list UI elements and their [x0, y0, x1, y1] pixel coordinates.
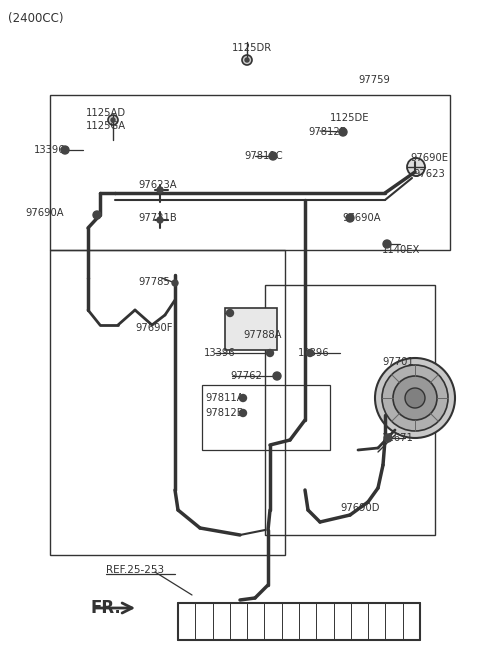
- Circle shape: [273, 372, 281, 380]
- Circle shape: [405, 388, 425, 408]
- Text: 97812B: 97812B: [308, 127, 347, 137]
- Circle shape: [339, 128, 347, 136]
- Circle shape: [346, 214, 354, 222]
- Text: 97690F: 97690F: [135, 323, 172, 333]
- Text: 13396: 13396: [204, 348, 236, 358]
- Text: 1125DR: 1125DR: [232, 43, 272, 53]
- Text: 97701: 97701: [382, 357, 414, 367]
- Circle shape: [240, 394, 247, 402]
- Text: 97762: 97762: [230, 371, 262, 381]
- Bar: [50, 95, 450, 250]
- Circle shape: [227, 309, 233, 317]
- Text: 97759: 97759: [358, 75, 390, 85]
- Text: 97623: 97623: [413, 169, 445, 179]
- Text: 97785: 97785: [138, 277, 170, 287]
- Text: (2400CC): (2400CC): [8, 11, 63, 25]
- Circle shape: [240, 410, 247, 416]
- Text: 97690A: 97690A: [342, 213, 381, 223]
- Text: 1125DE: 1125DE: [330, 113, 370, 123]
- Circle shape: [157, 217, 163, 223]
- Text: 97811C: 97811C: [244, 151, 283, 161]
- Bar: [202, 385, 330, 450]
- Circle shape: [382, 365, 448, 431]
- Text: REF.25-253: REF.25-253: [106, 565, 164, 575]
- Text: 97812B: 97812B: [205, 408, 244, 418]
- Text: 13396: 13396: [298, 348, 330, 358]
- Text: 1125AD: 1125AD: [86, 108, 126, 118]
- Circle shape: [111, 118, 115, 122]
- Circle shape: [266, 350, 274, 356]
- Circle shape: [307, 350, 313, 356]
- Text: 97623A: 97623A: [138, 180, 177, 190]
- Text: 13396: 13396: [34, 145, 66, 155]
- Circle shape: [172, 280, 178, 286]
- Text: 11671: 11671: [382, 433, 414, 443]
- Circle shape: [383, 240, 391, 248]
- Circle shape: [242, 55, 252, 65]
- Text: 1140EX: 1140EX: [382, 245, 420, 255]
- Circle shape: [407, 158, 425, 176]
- Circle shape: [375, 358, 455, 438]
- Text: 97721B: 97721B: [138, 213, 177, 223]
- Circle shape: [108, 115, 118, 125]
- Circle shape: [393, 376, 437, 420]
- Text: 97690E: 97690E: [410, 153, 448, 163]
- Circle shape: [61, 146, 69, 154]
- Text: 1125GA: 1125GA: [86, 121, 126, 131]
- Text: 97690A: 97690A: [25, 208, 64, 218]
- Circle shape: [245, 58, 249, 62]
- Bar: [265, 285, 435, 535]
- Circle shape: [269, 152, 277, 160]
- Bar: [50, 250, 285, 555]
- Circle shape: [157, 187, 163, 193]
- Text: FR.: FR.: [90, 599, 121, 617]
- Bar: [225, 308, 277, 350]
- Text: 97788A: 97788A: [243, 330, 281, 340]
- Circle shape: [93, 211, 101, 219]
- Circle shape: [384, 434, 392, 442]
- Text: 97690D: 97690D: [340, 503, 380, 513]
- Text: 97811A: 97811A: [205, 393, 244, 403]
